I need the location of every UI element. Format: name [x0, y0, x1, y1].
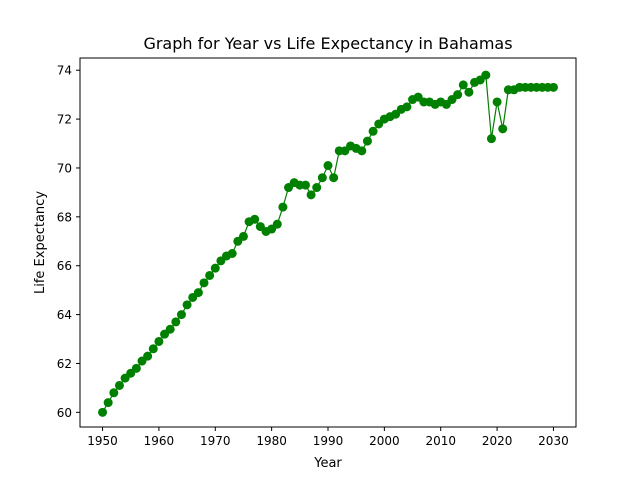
data-point — [148, 344, 158, 354]
y-tick-label: 72 — [57, 113, 72, 127]
x-tick-label: 1990 — [313, 434, 344, 448]
x-tick-label: 1960 — [144, 434, 175, 448]
data-point — [362, 136, 372, 146]
y-tick-label: 64 — [57, 308, 72, 322]
x-axis-ticks: 1950 1960 1970 1980 1990 2000 2010 2020 2030 — [87, 427, 569, 448]
y-tick-label: 68 — [57, 210, 72, 224]
data-point — [312, 183, 322, 193]
data-point — [498, 124, 508, 134]
data-point — [250, 214, 260, 224]
data-point — [357, 146, 367, 156]
data-point — [114, 380, 124, 390]
data-point — [458, 80, 468, 90]
x-tick-label: 2020 — [482, 434, 513, 448]
data-point — [453, 90, 463, 100]
y-axis-label: Life Expectancy — [33, 191, 48, 294]
x-tick-label: 2030 — [538, 434, 569, 448]
data-point — [154, 336, 164, 346]
x-tick-label: 1950 — [87, 434, 118, 448]
x-axis-label: Year — [313, 456, 342, 471]
data-point — [176, 310, 186, 320]
data-point — [143, 351, 153, 361]
data-point — [317, 173, 327, 183]
data-point — [193, 288, 203, 298]
data-point — [199, 278, 209, 288]
data-point — [98, 407, 108, 417]
data-point — [548, 82, 558, 92]
y-tick-label: 60 — [57, 406, 72, 420]
data-point — [272, 219, 282, 229]
data-point — [492, 97, 502, 107]
data-point — [238, 231, 248, 241]
data-point — [205, 270, 215, 280]
data-point — [368, 126, 378, 136]
data-point — [306, 190, 316, 200]
x-tick-label: 2000 — [369, 434, 400, 448]
chart-title: Graph for Year vs Life Expectancy in Bah… — [143, 34, 512, 53]
data-point — [486, 134, 496, 144]
y-tick-label: 74 — [57, 64, 72, 78]
y-tick-label: 70 — [57, 161, 72, 175]
data-point — [464, 87, 474, 97]
data-point — [109, 388, 119, 398]
y-axis-ticks: 60 62 64 66 68 70 72 74 — [57, 64, 80, 420]
data-point — [402, 102, 412, 112]
data-point — [171, 317, 181, 327]
data-point — [329, 173, 339, 183]
data-point — [165, 324, 175, 334]
plot-frame — [79, 57, 577, 428]
data-point — [323, 161, 333, 171]
plot-area — [80, 58, 576, 427]
y-tick-label: 66 — [57, 259, 72, 273]
data-point — [182, 300, 192, 310]
series-layer — [98, 70, 558, 417]
data-point — [131, 363, 141, 373]
data-point — [278, 202, 288, 212]
x-tick-label: 2010 — [425, 434, 456, 448]
x-tick-label: 1980 — [256, 434, 287, 448]
data-point — [103, 398, 113, 408]
data-point — [210, 263, 220, 273]
data-point — [300, 180, 310, 190]
data-point — [481, 70, 491, 80]
y-tick-label: 62 — [57, 357, 72, 371]
data-point — [227, 248, 237, 258]
x-tick-label: 1970 — [200, 434, 231, 448]
